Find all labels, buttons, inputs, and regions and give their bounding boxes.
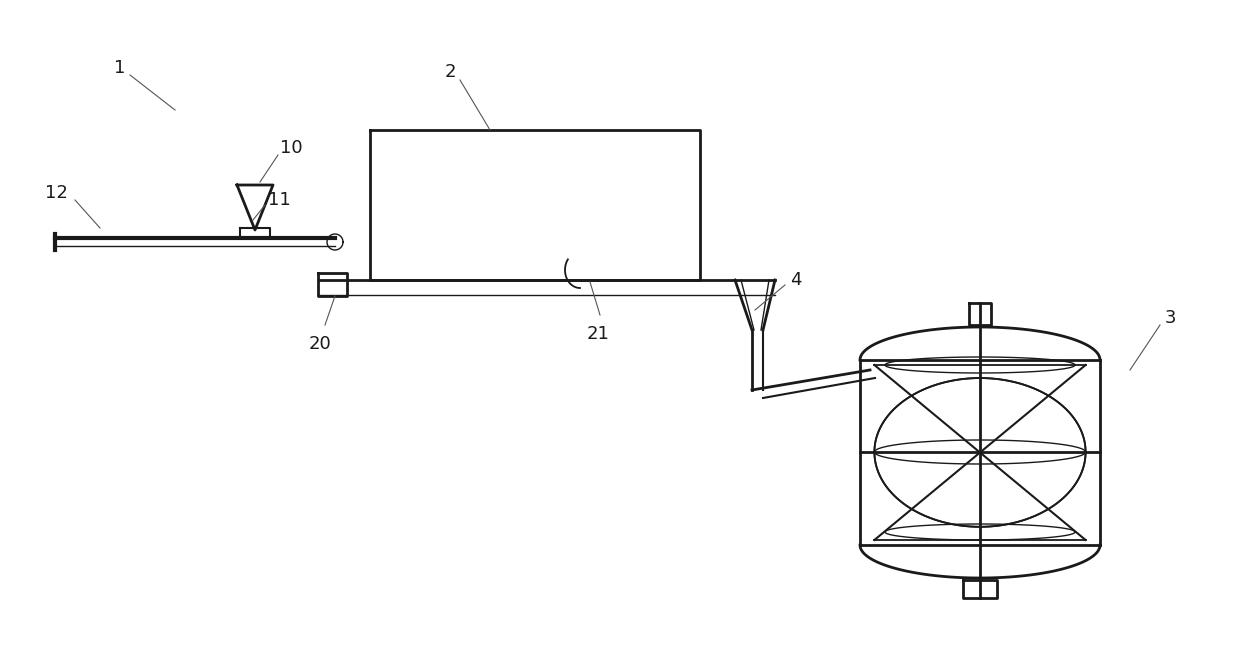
Text: 20: 20 [309,335,331,353]
Text: 11: 11 [268,191,290,209]
Text: 1: 1 [114,59,125,77]
Text: 4: 4 [790,271,801,289]
Text: 12: 12 [45,184,68,202]
Text: 2: 2 [444,63,456,81]
Text: 10: 10 [280,139,303,157]
Text: 3: 3 [1166,309,1177,327]
Text: 21: 21 [587,325,609,343]
